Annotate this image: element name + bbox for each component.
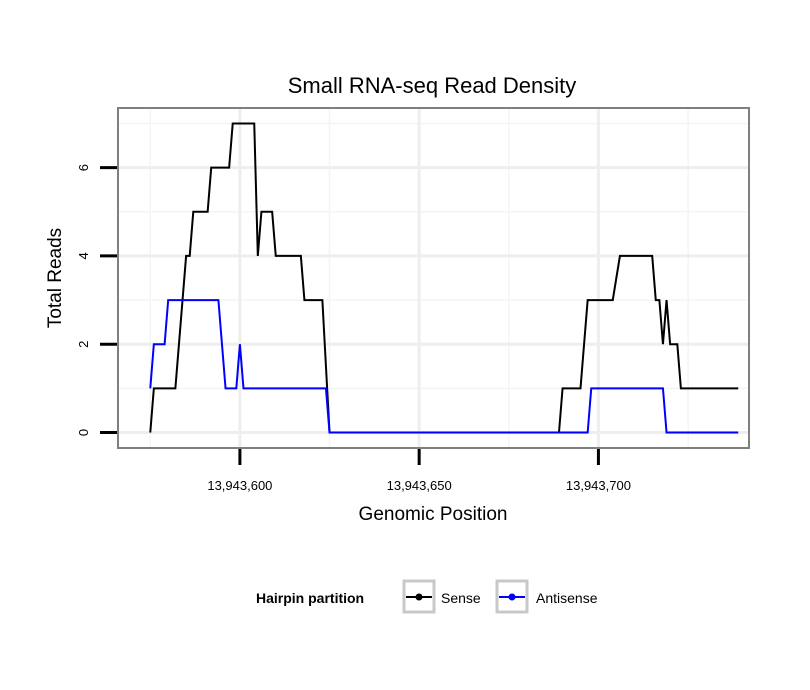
legend: Hairpin partition Sense Antisense [256,579,598,614]
y-tick-label: 6 [76,164,91,171]
y-tick-label: 2 [76,341,91,348]
legend-key-dot-sense [415,593,423,601]
legend-key-dot-antisense [508,593,516,601]
legend-label-sense: Sense [441,590,481,606]
series-layer [149,122,739,434]
series-line-antisense [149,299,739,434]
x-tick-label: 13,943,600 [207,478,272,493]
x-tick-label: 13,943,650 [387,478,452,493]
chart-title: Small RNA-seq Read Density [288,73,577,98]
y-tick-label: 4 [76,252,91,259]
x-axis: 13,943,600 13,943,650 13,943,700 [207,449,631,493]
plot-panel-border [117,107,750,449]
y-axis: 0 2 4 6 [76,164,117,436]
grid [118,108,749,448]
y-axis-title: Total Reads [45,228,66,328]
plot-background [118,108,749,448]
legend-item-sense: Sense [402,579,481,614]
x-tick-label: 13,943,700 [566,478,631,493]
legend-item-antisense: Antisense [495,579,598,614]
x-axis-title: Genomic Position [359,504,508,525]
series-line-sense [149,122,739,434]
legend-title: Hairpin partition [256,590,364,606]
legend-label-antisense: Antisense [536,590,598,606]
y-tick-label: 0 [76,429,91,436]
